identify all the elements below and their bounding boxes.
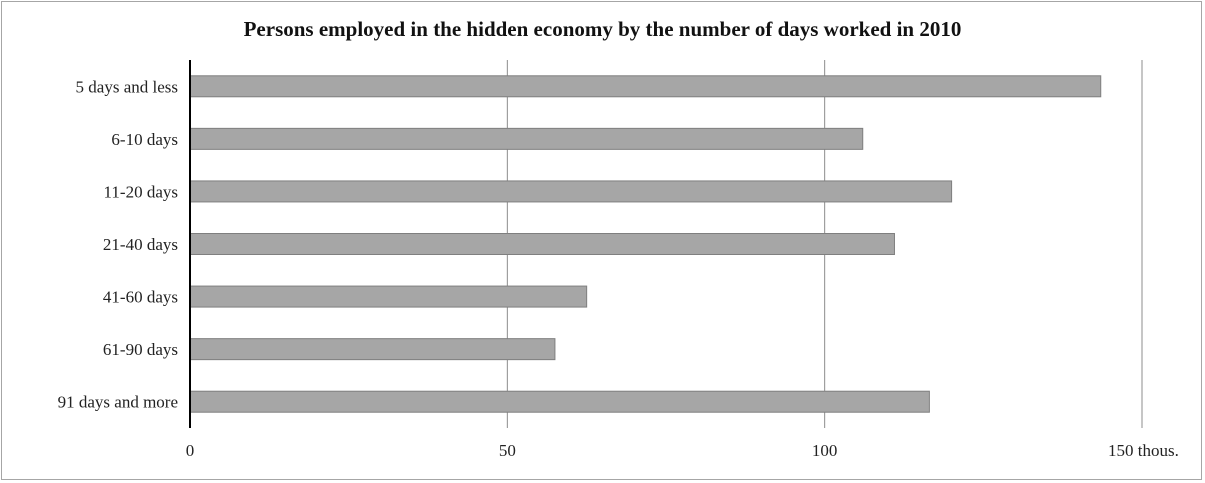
x-tick-labels: 0 50 100 150 thous. bbox=[186, 441, 1179, 460]
category-label: 5 days and less bbox=[76, 77, 178, 96]
x-tick-label: 100 bbox=[812, 441, 838, 460]
category-label: 41-60 days bbox=[103, 288, 178, 307]
chart-title: Persons employed in the hidden economy b… bbox=[243, 17, 962, 41]
bar bbox=[189, 75, 1102, 98]
category-labels: 5 days and less 6-10 days 11-20 days 21-40 … bbox=[58, 77, 178, 411]
x-tick-label: 50 bbox=[499, 441, 516, 460]
bar bbox=[189, 180, 953, 203]
category-label: 91 days and more bbox=[58, 393, 178, 412]
category-label: 11-20 days bbox=[104, 182, 178, 201]
bar bbox=[189, 338, 556, 361]
bar bbox=[189, 285, 588, 308]
bar bbox=[189, 127, 864, 150]
category-label: 61-90 days bbox=[103, 340, 178, 359]
bar bbox=[189, 390, 930, 413]
bars bbox=[189, 75, 1102, 413]
x-tick-label: 150 thous. bbox=[1108, 441, 1179, 460]
category-label: 21-40 days bbox=[103, 235, 178, 254]
category-label: 6-10 days bbox=[111, 130, 178, 149]
bar bbox=[189, 233, 895, 255]
x-tick-label: 0 bbox=[186, 441, 195, 460]
